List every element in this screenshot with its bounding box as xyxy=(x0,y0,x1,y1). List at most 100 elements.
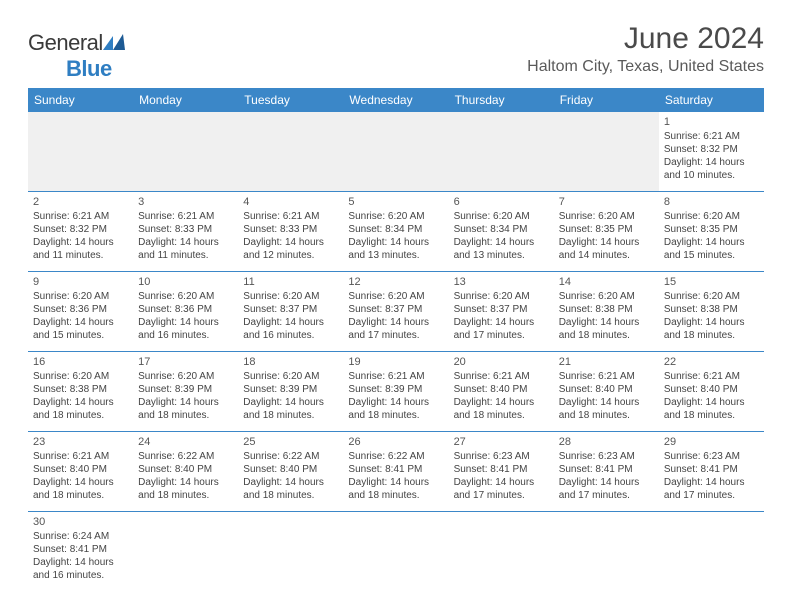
sunrise-line: Sunrise: 6:21 AM xyxy=(664,370,759,383)
sunrise-line: Sunrise: 6:20 AM xyxy=(243,290,338,303)
calendar-cell: 4Sunrise: 6:21 AMSunset: 8:33 PMDaylight… xyxy=(238,192,343,272)
logo-text-blue: Blue xyxy=(66,56,112,81)
daylight-line: Daylight: 14 hours and 17 minutes. xyxy=(454,316,549,342)
sunrise-line: Sunrise: 6:20 AM xyxy=(348,210,443,223)
day-header: Sunday xyxy=(28,88,133,112)
daylight-line: Daylight: 14 hours and 18 minutes. xyxy=(243,476,338,502)
calendar-cell: 2Sunrise: 6:21 AMSunset: 8:32 PMDaylight… xyxy=(28,192,133,272)
day-header: Thursday xyxy=(449,88,554,112)
sunset-line: Sunset: 8:33 PM xyxy=(138,223,233,236)
sunrise-line: Sunrise: 6:20 AM xyxy=(454,210,549,223)
daylight-line: Daylight: 14 hours and 17 minutes. xyxy=(664,476,759,502)
sun-info: Sunrise: 6:20 AMSunset: 8:35 PMDaylight:… xyxy=(664,210,759,262)
sun-info: Sunrise: 6:23 AMSunset: 8:41 PMDaylight:… xyxy=(559,450,654,502)
sunset-line: Sunset: 8:40 PM xyxy=(138,463,233,476)
day-number: 10 xyxy=(138,275,233,289)
day-header-row: Sunday Monday Tuesday Wednesday Thursday… xyxy=(28,88,764,112)
daylight-line: Daylight: 14 hours and 11 minutes. xyxy=(138,236,233,262)
day-number: 21 xyxy=(559,355,654,369)
sunrise-line: Sunrise: 6:22 AM xyxy=(243,450,338,463)
daylight-line: Daylight: 14 hours and 18 minutes. xyxy=(664,316,759,342)
calendar-row: 2Sunrise: 6:21 AMSunset: 8:32 PMDaylight… xyxy=(28,192,764,272)
day-number: 3 xyxy=(138,195,233,209)
sunset-line: Sunset: 8:40 PM xyxy=(664,383,759,396)
sunset-line: Sunset: 8:41 PM xyxy=(559,463,654,476)
sunrise-line: Sunrise: 6:22 AM xyxy=(348,450,443,463)
day-number: 7 xyxy=(559,195,654,209)
daylight-line: Daylight: 14 hours and 12 minutes. xyxy=(243,236,338,262)
sun-info: Sunrise: 6:20 AMSunset: 8:36 PMDaylight:… xyxy=(138,290,233,342)
calendar-cell xyxy=(238,512,343,592)
sun-info: Sunrise: 6:20 AMSunset: 8:35 PMDaylight:… xyxy=(559,210,654,262)
sunset-line: Sunset: 8:32 PM xyxy=(664,143,759,156)
logo-text: General Blue xyxy=(28,30,125,82)
daylight-line: Daylight: 14 hours and 18 minutes. xyxy=(138,396,233,422)
daylight-line: Daylight: 14 hours and 15 minutes. xyxy=(664,236,759,262)
calendar-cell xyxy=(554,512,659,592)
calendar-row: 23Sunrise: 6:21 AMSunset: 8:40 PMDayligh… xyxy=(28,432,764,512)
calendar-cell xyxy=(449,512,554,592)
logo: General Blue xyxy=(28,30,125,82)
calendar-cell: 3Sunrise: 6:21 AMSunset: 8:33 PMDaylight… xyxy=(133,192,238,272)
daylight-line: Daylight: 14 hours and 16 minutes. xyxy=(138,316,233,342)
calendar-row: 1Sunrise: 6:21 AMSunset: 8:32 PMDaylight… xyxy=(28,112,764,192)
daylight-line: Daylight: 14 hours and 17 minutes. xyxy=(348,316,443,342)
calendar-cell: 25Sunrise: 6:22 AMSunset: 8:40 PMDayligh… xyxy=(238,432,343,512)
sunset-line: Sunset: 8:40 PM xyxy=(559,383,654,396)
daylight-line: Daylight: 14 hours and 17 minutes. xyxy=(454,476,549,502)
location: Haltom City, Texas, United States xyxy=(527,58,764,76)
sun-info: Sunrise: 6:23 AMSunset: 8:41 PMDaylight:… xyxy=(664,450,759,502)
calendar-cell: 29Sunrise: 6:23 AMSunset: 8:41 PMDayligh… xyxy=(659,432,764,512)
daylight-line: Daylight: 14 hours and 18 minutes. xyxy=(348,396,443,422)
daylight-line: Daylight: 14 hours and 17 minutes. xyxy=(559,476,654,502)
daylight-line: Daylight: 14 hours and 18 minutes. xyxy=(33,396,128,422)
calendar-cell: 20Sunrise: 6:21 AMSunset: 8:40 PMDayligh… xyxy=(449,352,554,432)
day-number: 12 xyxy=(348,275,443,289)
calendar-cell: 9Sunrise: 6:20 AMSunset: 8:36 PMDaylight… xyxy=(28,272,133,352)
daylight-line: Daylight: 14 hours and 18 minutes. xyxy=(454,396,549,422)
day-number: 28 xyxy=(559,435,654,449)
sun-info: Sunrise: 6:23 AMSunset: 8:41 PMDaylight:… xyxy=(454,450,549,502)
calendar-cell xyxy=(554,112,659,192)
calendar-cell: 15Sunrise: 6:20 AMSunset: 8:38 PMDayligh… xyxy=(659,272,764,352)
day-number: 16 xyxy=(33,355,128,369)
sun-info: Sunrise: 6:20 AMSunset: 8:37 PMDaylight:… xyxy=(454,290,549,342)
sun-info: Sunrise: 6:20 AMSunset: 8:38 PMDaylight:… xyxy=(664,290,759,342)
calendar-cell xyxy=(343,112,448,192)
sun-info: Sunrise: 6:21 AMSunset: 8:40 PMDaylight:… xyxy=(664,370,759,422)
calendar-row: 9Sunrise: 6:20 AMSunset: 8:36 PMDaylight… xyxy=(28,272,764,352)
daylight-line: Daylight: 14 hours and 14 minutes. xyxy=(559,236,654,262)
daylight-line: Daylight: 14 hours and 18 minutes. xyxy=(559,316,654,342)
sunset-line: Sunset: 8:36 PM xyxy=(33,303,128,316)
day-header: Saturday xyxy=(659,88,764,112)
sun-info: Sunrise: 6:20 AMSunset: 8:34 PMDaylight:… xyxy=(348,210,443,262)
title-block: June 2024 Haltom City, Texas, United Sta… xyxy=(527,22,764,76)
daylight-line: Daylight: 14 hours and 18 minutes. xyxy=(33,476,128,502)
day-number: 2 xyxy=(33,195,128,209)
daylight-line: Daylight: 14 hours and 18 minutes. xyxy=(348,476,443,502)
sunset-line: Sunset: 8:37 PM xyxy=(454,303,549,316)
day-header: Monday xyxy=(133,88,238,112)
day-number: 6 xyxy=(454,195,549,209)
sun-info: Sunrise: 6:21 AMSunset: 8:40 PMDaylight:… xyxy=(559,370,654,422)
sun-info: Sunrise: 6:20 AMSunset: 8:38 PMDaylight:… xyxy=(559,290,654,342)
day-number: 29 xyxy=(664,435,759,449)
sun-info: Sunrise: 6:21 AMSunset: 8:33 PMDaylight:… xyxy=(243,210,338,262)
sunset-line: Sunset: 8:38 PM xyxy=(559,303,654,316)
calendar-cell xyxy=(449,112,554,192)
sunrise-line: Sunrise: 6:21 AM xyxy=(348,370,443,383)
daylight-line: Daylight: 14 hours and 13 minutes. xyxy=(454,236,549,262)
sunset-line: Sunset: 8:35 PM xyxy=(664,223,759,236)
calendar-cell: 24Sunrise: 6:22 AMSunset: 8:40 PMDayligh… xyxy=(133,432,238,512)
calendar-cell: 13Sunrise: 6:20 AMSunset: 8:37 PMDayligh… xyxy=(449,272,554,352)
sunset-line: Sunset: 8:41 PM xyxy=(454,463,549,476)
calendar-cell: 12Sunrise: 6:20 AMSunset: 8:37 PMDayligh… xyxy=(343,272,448,352)
day-number: 23 xyxy=(33,435,128,449)
sunrise-line: Sunrise: 6:20 AM xyxy=(138,370,233,383)
sun-info: Sunrise: 6:20 AMSunset: 8:39 PMDaylight:… xyxy=(138,370,233,422)
calendar-cell: 10Sunrise: 6:20 AMSunset: 8:36 PMDayligh… xyxy=(133,272,238,352)
sunset-line: Sunset: 8:38 PM xyxy=(33,383,128,396)
sunset-line: Sunset: 8:34 PM xyxy=(348,223,443,236)
sunrise-line: Sunrise: 6:21 AM xyxy=(664,130,759,143)
day-number: 5 xyxy=(348,195,443,209)
